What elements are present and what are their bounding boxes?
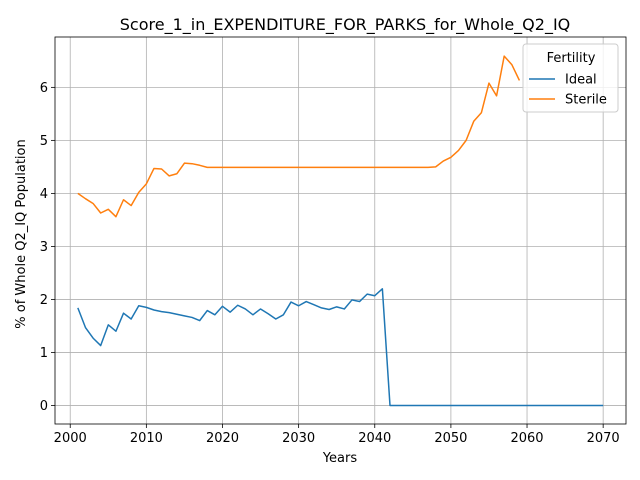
series-lines xyxy=(77,55,604,407)
y-tick-label: 6 xyxy=(40,81,48,96)
y-tick-label: 3 xyxy=(40,240,48,255)
y-tick-label: 1 xyxy=(40,346,48,361)
x-tick-label: 2060 xyxy=(510,431,543,446)
y-axis-label: % of Whole Q2_IQ Population xyxy=(14,139,29,328)
x-tick-label: 2010 xyxy=(130,431,163,446)
legend-title: Fertility xyxy=(547,51,596,66)
y-tick-label: 5 xyxy=(40,134,48,149)
legend-label-sterile: Sterile xyxy=(565,93,607,108)
plot-frame xyxy=(54,36,627,425)
x-tick-label: 2040 xyxy=(358,431,391,446)
legend: Fertility Ideal Sterile xyxy=(522,43,619,113)
x-tick-label: 2030 xyxy=(282,431,315,446)
legend-items: Ideal Sterile xyxy=(529,73,607,108)
y-tick-label: 0 xyxy=(40,399,48,414)
series-line-ideal xyxy=(77,288,604,407)
series-line-sterile xyxy=(77,55,521,218)
x-tick-label: 2020 xyxy=(206,431,239,446)
x-axis-ticks: 2000 2010 2020 2030 2040 2050 2060 2070 xyxy=(54,424,620,446)
x-axis-label: Years xyxy=(322,451,358,466)
y-tick-label: 2 xyxy=(40,293,48,308)
x-tick-label: 2050 xyxy=(434,431,467,446)
x-tick-label: 2070 xyxy=(587,431,620,446)
legend-box xyxy=(522,43,619,113)
y-tick-label: 4 xyxy=(40,187,48,202)
legend-label-ideal: Ideal xyxy=(565,73,597,88)
y-axis-ticks: 0 1 2 3 4 5 6 xyxy=(40,81,55,414)
chart-title: Score_1_in_EXPENDITURE_FOR_PARKS_for_Who… xyxy=(120,15,571,35)
x-tick-label: 2000 xyxy=(54,431,87,446)
